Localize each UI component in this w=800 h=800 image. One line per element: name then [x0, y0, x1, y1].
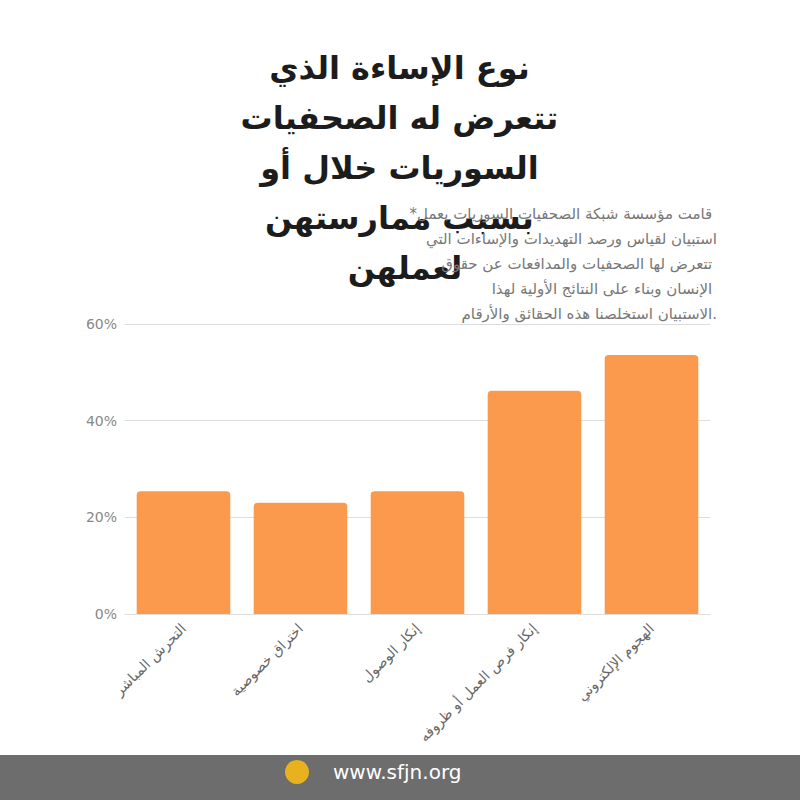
svg-text:تتعرض لها الصحفيات والمدافعات: تتعرض لها الصحفيات والمدافعات عن حقوق: [437, 255, 717, 273]
svg-text:www.sfjn.org: www.sfjn.org: [333, 760, 461, 784]
svg-text:السوريات خلال أو: السوريات خلال أو: [258, 147, 550, 187]
svg-text:*قامت مؤسسة شبكة الصحفيات السو: *قامت مؤسسة شبكة الصحفيات السوريات بعمل: [410, 205, 717, 223]
svg-text:إنكار الوصول: إنكار الوصول: [358, 620, 424, 686]
svg-text:الإنسان وبناء على النتائج الأو: الإنسان وبناء على النتائج الأولية لهذا: [492, 279, 717, 298]
svg-text:الاستبيان استخلصنا هذه الحقائق: الاستبيان استخلصنا هذه الحقائق والأرقام.: [462, 304, 717, 323]
svg-text:0%: 0%: [95, 606, 117, 622]
svg-text:تتعرض له الصحفيات: تتعرض له الصحفيات: [241, 99, 570, 137]
svg-text:نوع الإساءة الذي: نوع الإساءة الذي: [269, 49, 541, 87]
svg-text:التحرش المباشر: التحرش المباشر: [110, 620, 190, 700]
svg-text:60%: 60%: [86, 316, 117, 332]
svg-text:لعملهن: لعملهن: [347, 249, 463, 287]
svg-text:بسبب ممارستهن: بسبب ممارستهن: [265, 199, 545, 237]
svg-text:اختراق خصوصية: اختراق خصوصية: [227, 620, 306, 699]
svg-text:إنكار فرص العمل أو ظروفه: إنكار فرص العمل أو ظروفه: [415, 620, 541, 746]
svg-text:20%: 20%: [86, 509, 117, 525]
svg-text:الهجوم الإلكتروني: الهجوم الإلكتروني: [574, 620, 658, 704]
svg-text:40%: 40%: [86, 413, 117, 429]
svg-text:استبيان لقياس ورصد التهديدات و: استبيان لقياس ورصد التهديدات والإساءات ا…: [426, 230, 717, 249]
